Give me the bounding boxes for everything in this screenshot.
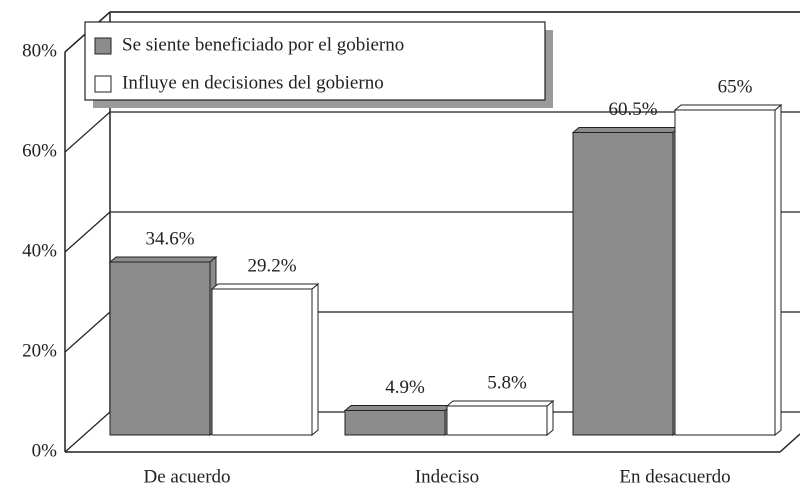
y-tick-label: 80% bbox=[22, 40, 57, 61]
bar bbox=[211, 288, 313, 436]
bar-top bbox=[445, 400, 555, 407]
value-label: 29.2% bbox=[247, 255, 296, 276]
x-tick-label: Indeciso bbox=[415, 466, 479, 487]
bar-top bbox=[343, 405, 453, 411]
y-tick-label: 40% bbox=[22, 240, 57, 261]
grid-line bbox=[64, 311, 111, 353]
y-tick-label: 60% bbox=[22, 140, 57, 161]
bar bbox=[109, 261, 211, 436]
legend-swatch bbox=[94, 75, 112, 93]
legend-label: Influye en decisiones del gobierno bbox=[122, 72, 384, 93]
bar-top bbox=[571, 127, 681, 133]
y-tick-label: 20% bbox=[22, 340, 57, 361]
bar-side bbox=[774, 103, 782, 437]
x-tick-label: De acuerdo bbox=[143, 466, 230, 487]
y-tick-label: 0% bbox=[32, 440, 58, 461]
value-label: 5.8% bbox=[487, 372, 527, 393]
value-label: 34.6% bbox=[145, 228, 194, 249]
bar-side bbox=[311, 282, 319, 437]
x-tick-label: En desacuerdo bbox=[619, 466, 730, 487]
bar bbox=[446, 405, 548, 436]
bar bbox=[572, 132, 674, 436]
legend bbox=[84, 21, 546, 101]
value-label: 65% bbox=[718, 76, 753, 97]
bar-top bbox=[108, 256, 218, 263]
bar-top bbox=[210, 283, 320, 290]
grid-line bbox=[64, 111, 111, 153]
legend-swatch bbox=[94, 37, 112, 55]
grid-line bbox=[64, 211, 111, 253]
legend-label: Se siente beneficiado por el gobierno bbox=[122, 34, 404, 55]
bar bbox=[674, 109, 776, 436]
grid-line bbox=[64, 411, 111, 453]
value-label: 60.5% bbox=[608, 99, 657, 120]
bar-side bbox=[546, 399, 554, 437]
bar bbox=[344, 410, 446, 436]
floor-line bbox=[779, 433, 800, 453]
value-label: 4.9% bbox=[385, 377, 425, 398]
bar-top bbox=[673, 104, 783, 111]
